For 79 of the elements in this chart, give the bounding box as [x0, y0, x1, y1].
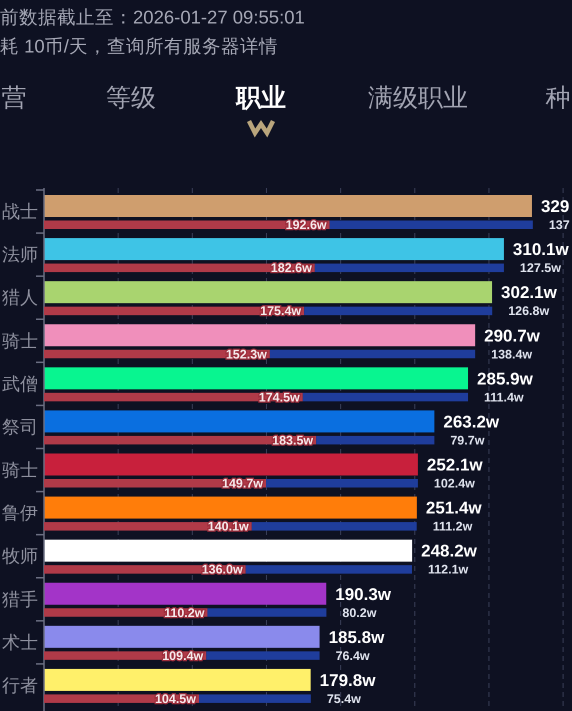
bar	[44, 540, 412, 562]
text: 前数据截止至：2026-01-27 09:55:01	[0, 6, 305, 28]
data-label: 126.8w	[508, 304, 550, 318]
data-label: 251.4w	[426, 498, 482, 518]
data-label: 252.1w	[426, 456, 484, 474]
data-label: 179.8w	[320, 670, 376, 690]
data-label: 80.2w	[342, 606, 377, 620]
data-label: 192.6w	[286, 218, 327, 232]
data-label: 149.7w	[222, 476, 264, 490]
bar	[44, 281, 492, 304]
bar	[198, 694, 311, 703]
y-tick-label: 猎人	[2, 288, 38, 308]
y-tick-label: 骑士	[2, 460, 38, 480]
bar	[266, 479, 418, 488]
bar	[330, 220, 533, 229]
bar	[44, 582, 326, 605]
data-label: 79.7w	[450, 433, 485, 448]
bar	[44, 626, 320, 648]
chart-title: 职业	[235, 84, 286, 112]
bar	[44, 238, 504, 260]
y-tick-label: 行者	[2, 675, 38, 696]
data-label: 263.2w	[443, 412, 500, 432]
data-label: 112.1w	[428, 562, 469, 577]
data-label: 302.1w	[501, 283, 558, 302]
data-label: 152.3w	[226, 347, 268, 362]
y-tick-label: 鲁伊	[2, 503, 38, 524]
bar	[304, 306, 492, 316]
bar	[302, 392, 468, 402]
data-label: 136.0w	[202, 562, 243, 577]
bar	[44, 454, 418, 476]
data-label: 285.9w	[477, 369, 534, 388]
data-label: 110.2w	[164, 606, 205, 620]
data-label: 76.4w	[336, 648, 370, 663]
data-label: 190.3w	[335, 584, 392, 604]
data-label: 185.8w	[328, 628, 386, 647]
y-tick-label: 牧师	[2, 546, 38, 566]
bar	[252, 522, 417, 531]
data-label: 140.1w	[208, 520, 250, 534]
data-label: 329	[540, 197, 570, 216]
bar	[44, 324, 476, 346]
text: 满级职业	[368, 84, 468, 112]
bar	[44, 668, 311, 691]
text: 种	[546, 84, 570, 112]
bar	[206, 651, 320, 660]
y-tick-label: 猎手	[2, 589, 38, 610]
bar	[44, 195, 532, 217]
data-label: 75.4w	[326, 692, 362, 706]
data-label: 183.5w	[272, 433, 314, 448]
y-tick-label: 祭司	[2, 416, 38, 437]
data-label: 111.2w	[432, 520, 473, 534]
y-tick-label: 术士	[2, 632, 38, 652]
data-label: 127.5w	[520, 261, 562, 276]
data-label: 248.2w	[421, 542, 478, 561]
y-tick-label: 骑士	[2, 330, 38, 351]
data-label: 137	[548, 218, 570, 232]
data-label: 109.4w	[162, 648, 204, 663]
text: 营	[2, 84, 26, 112]
bar	[44, 410, 434, 432]
bar	[314, 264, 504, 272]
data-label: 182.6w	[270, 261, 312, 276]
bar	[207, 608, 326, 617]
data-label: 175.4w	[260, 304, 302, 318]
text: 耗 10币/天，查询所有服务器详情	[0, 36, 278, 56]
data-label: 102.4w	[434, 476, 476, 490]
y-tick-label: 法师	[2, 244, 38, 265]
data-label: 174.5w	[258, 390, 300, 404]
data-label: 138.4w	[491, 347, 532, 362]
data-label: 290.7w	[484, 326, 541, 346]
data-label: 104.5w	[154, 692, 196, 706]
bar	[246, 565, 412, 574]
data-label: 111.4w	[484, 390, 524, 404]
y-tick-label: 武僧	[2, 374, 38, 394]
text: 等级	[106, 84, 156, 112]
y-tick-label: 战士	[2, 202, 38, 222]
bar	[44, 496, 417, 519]
bar	[316, 436, 434, 444]
data-label: 310.1w	[512, 240, 570, 260]
bar	[44, 367, 468, 390]
bar	[270, 350, 476, 358]
